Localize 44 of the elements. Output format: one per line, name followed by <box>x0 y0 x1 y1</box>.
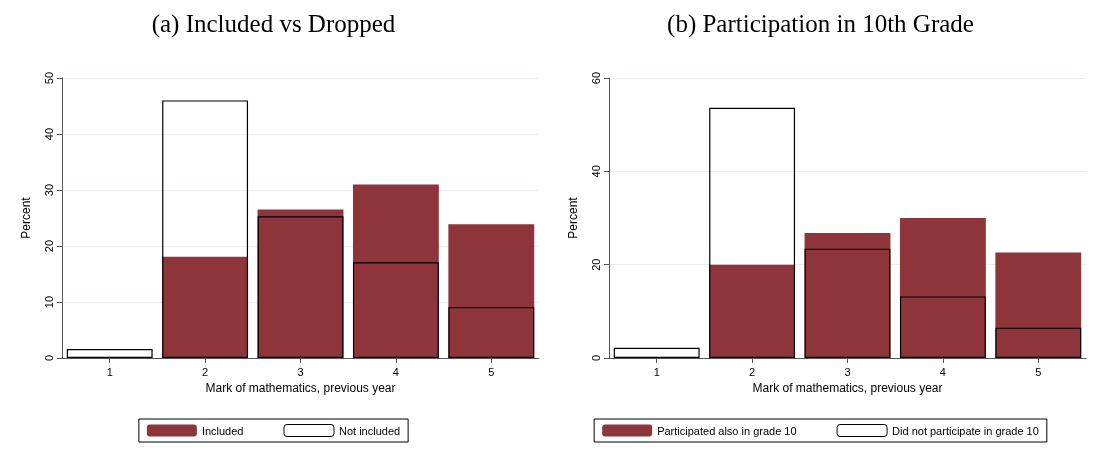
bar <box>613 347 700 358</box>
y-axis-title: Percent <box>566 196 580 239</box>
y-tick-label: 40 <box>589 165 602 178</box>
legend-label: Not included <box>338 424 401 437</box>
bar <box>448 224 535 358</box>
x-axis-title: Mark of mathematics, previous year <box>752 381 943 395</box>
legend-label: Did not participate in grade 10 <box>892 424 1039 437</box>
y-tick-label: 20 <box>589 258 602 271</box>
bar <box>66 349 153 358</box>
x-tick-label: 4 <box>939 365 946 378</box>
y-tick-label: 20 <box>42 239 55 253</box>
y-tick-label: 40 <box>42 127 55 141</box>
chart-title: (a) Included vs Dropped <box>151 10 396 38</box>
bar <box>995 252 1082 358</box>
x-tick-label: 3 <box>297 365 304 378</box>
x-tick-label: 1 <box>106 365 113 378</box>
x-tick-label: 4 <box>392 365 399 378</box>
bar <box>162 256 249 358</box>
bar <box>899 218 986 358</box>
legend-label: Included <box>201 424 244 437</box>
y-tick-label: 10 <box>42 295 55 309</box>
y-tick-label: 30 <box>42 183 55 197</box>
x-tick-label: 5 <box>1035 365 1042 378</box>
x-tick-label: 2 <box>749 365 756 378</box>
y-tick-label: 0 <box>42 354 55 362</box>
x-axis-title: Mark of mathematics, previous year <box>205 381 396 395</box>
legend-label: Participated also in grade 10 <box>657 424 797 437</box>
bar <box>162 100 249 358</box>
x-tick-label: 1 <box>653 365 660 378</box>
x-tick-label: 2 <box>202 365 209 378</box>
y-tick-label: 0 <box>589 354 602 362</box>
bar <box>899 296 986 358</box>
y-axis-title: Percent <box>19 196 33 239</box>
bar <box>352 184 439 358</box>
bar <box>995 327 1082 358</box>
bar <box>709 107 796 358</box>
chart-title: (b) Participation in 10th Grade <box>667 10 974 38</box>
y-tick-label: 50 <box>42 71 55 85</box>
bar <box>709 264 796 358</box>
bar <box>448 307 535 358</box>
y-tick-label: 60 <box>589 71 602 85</box>
x-tick-label: 3 <box>844 365 851 378</box>
x-tick-label: 5 <box>488 365 495 378</box>
bar <box>352 262 439 358</box>
